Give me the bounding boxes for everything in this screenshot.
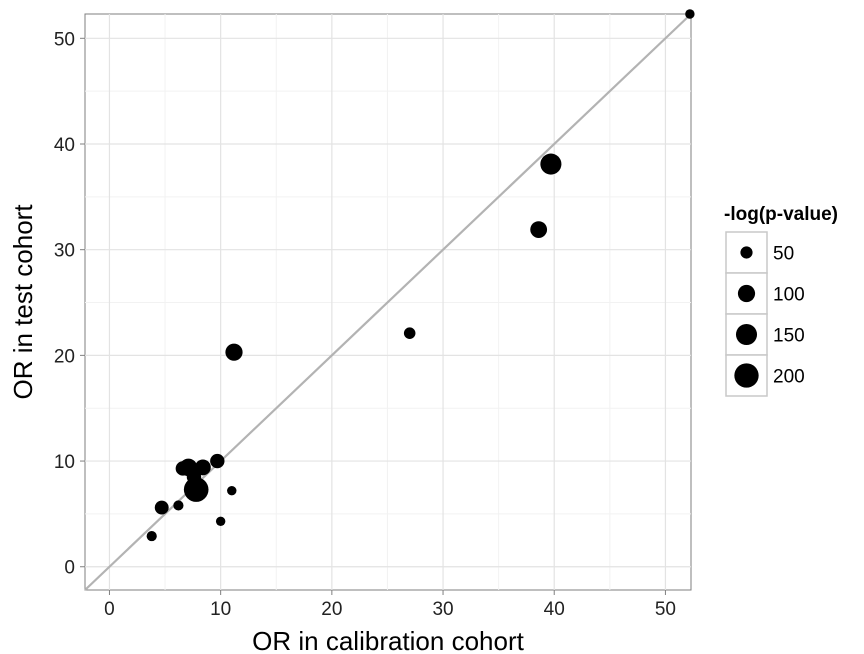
data-points xyxy=(146,9,695,542)
x-axis-title: OR in calibration cohort xyxy=(252,626,524,654)
data-point xyxy=(225,343,243,361)
major-grid xyxy=(85,14,691,590)
data-point xyxy=(685,9,695,19)
data-point xyxy=(194,459,211,476)
x-axis-ticks: 0 10 20 30 40 50 xyxy=(104,590,676,620)
x-tick-label: 30 xyxy=(432,599,453,620)
legend-title: -log(p-value) xyxy=(724,204,838,225)
y-axis-title: OR in test cohort xyxy=(8,204,38,400)
data-point xyxy=(403,327,416,339)
y-tick-label: 50 xyxy=(54,29,75,50)
x-tick-label: 0 xyxy=(104,599,115,620)
data-point xyxy=(530,221,548,238)
minor-grid xyxy=(85,14,691,590)
data-point xyxy=(227,485,237,496)
data-point xyxy=(146,531,157,542)
data-point xyxy=(154,500,169,515)
data-point xyxy=(173,500,184,511)
data-point xyxy=(540,153,562,175)
data-point xyxy=(210,453,225,469)
y-axis-ticks: 0 10 20 30 40 50 xyxy=(54,29,85,579)
legend-key-symbol xyxy=(737,284,756,303)
x-tick-label: 20 xyxy=(321,599,342,620)
legend-key-symbol xyxy=(740,246,753,259)
x-tick-label: 10 xyxy=(210,599,231,620)
data-point xyxy=(179,458,198,477)
legend-key-symbol xyxy=(735,323,758,346)
x-tick-label: 50 xyxy=(655,599,676,620)
y-tick-label: 0 xyxy=(64,558,75,579)
legend-label: 200 xyxy=(773,367,805,388)
data-point xyxy=(215,516,226,527)
y-tick-label: 10 xyxy=(54,452,75,473)
x-tick-label: 40 xyxy=(544,599,565,620)
legend: -log(p-value) 50 100 150 200 xyxy=(724,204,838,397)
y-tick-label: 20 xyxy=(54,346,75,367)
y-tick-label: 30 xyxy=(54,241,75,262)
legend-label: 50 xyxy=(773,244,794,265)
legend-label: 100 xyxy=(773,285,805,306)
data-point xyxy=(183,477,209,502)
legend-key-symbol xyxy=(734,363,759,388)
legend-label: 150 xyxy=(773,326,805,347)
y-tick-label: 40 xyxy=(54,135,75,156)
